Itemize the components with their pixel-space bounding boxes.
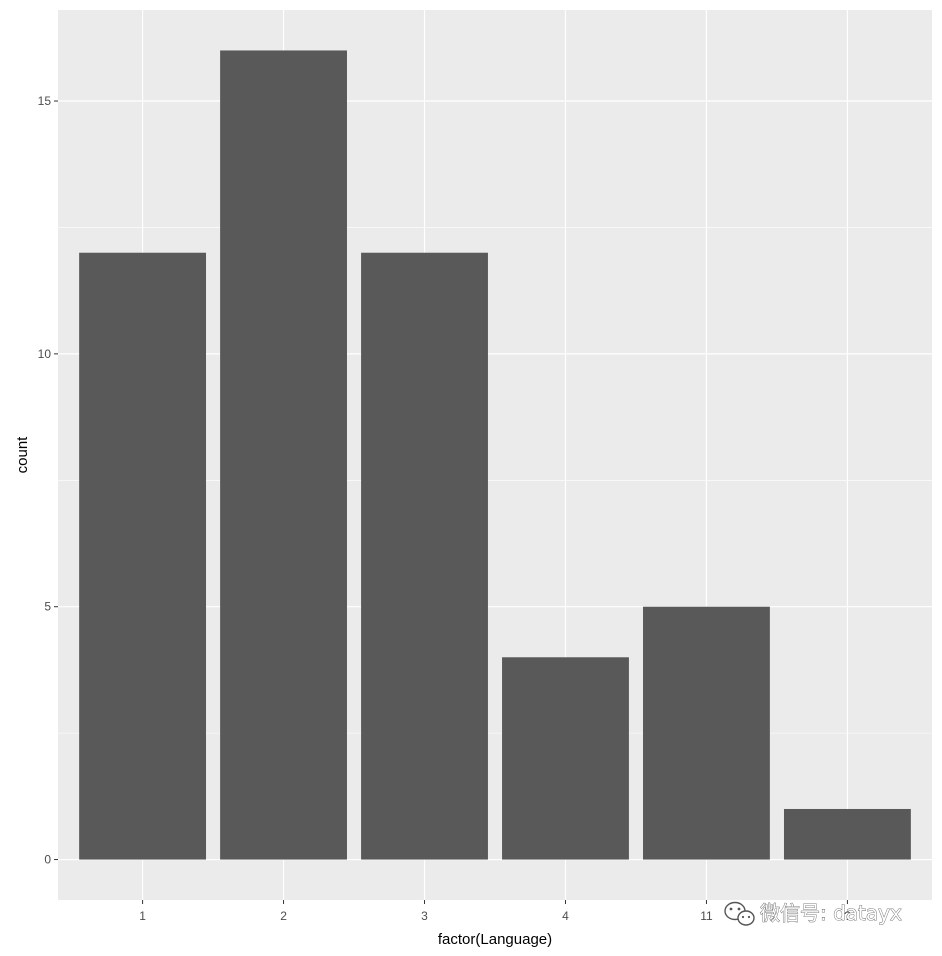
y-axis-title: count	[14, 436, 31, 474]
wechat-icon	[724, 901, 755, 926]
bar-11	[643, 606, 770, 860]
bar-?	[783, 808, 911, 860]
x-tick-label: 11	[700, 909, 713, 923]
bar-1	[79, 252, 207, 860]
y-tick-label: 0	[44, 853, 51, 867]
x-tick-label: 2	[280, 909, 287, 923]
watermark-text: 微信号: datayx	[760, 901, 902, 925]
x-tick-label: 3	[421, 909, 428, 923]
bar-3	[361, 252, 488, 860]
y-tick-label: 10	[38, 347, 52, 361]
bar-4	[502, 657, 629, 860]
x-tick-label: 4	[562, 909, 569, 923]
bars-group	[79, 50, 911, 860]
x-tick-label: 1	[139, 909, 146, 923]
x-axis-title: factor(Language)	[438, 931, 552, 948]
y-tick-label: 15	[38, 94, 52, 108]
y-axis-ticks: 0 5 10 15	[38, 94, 58, 867]
x-axis-ticks: 1 2 3 4 11?	[139, 900, 851, 923]
watermark: 微信号: datayx	[724, 901, 902, 926]
y-tick-label: 5	[44, 600, 51, 614]
x-tick-label: ?	[844, 909, 851, 923]
bar-2	[220, 50, 347, 860]
